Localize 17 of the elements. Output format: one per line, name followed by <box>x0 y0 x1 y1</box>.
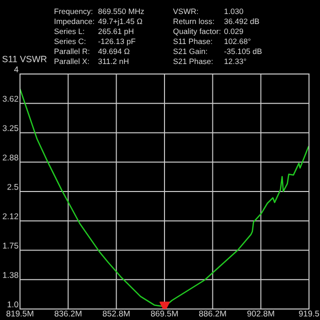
x-tick-label: 869.5M <box>150 310 178 317</box>
y-tick-label: 2.5 <box>7 184 18 190</box>
y-axis-title: S11 VSWR <box>2 56 47 62</box>
x-tick-label: 819.5M <box>6 310 34 317</box>
x-tick-label: 836.2M <box>54 310 82 317</box>
x-tick-label: 919.5 <box>298 310 320 317</box>
x-tick-label: 852.8M <box>102 310 130 317</box>
y-tick-label: 1.0 <box>8 301 18 308</box>
x-tick-label: 886.2M <box>199 310 226 317</box>
y-tick-label: 4 <box>14 66 18 72</box>
y-tick-label: 2.88 <box>2 154 18 160</box>
y-tick-label: 3.25 <box>2 125 18 132</box>
y-tick-label: 3.62 <box>2 96 18 102</box>
y-tick-label: 1.75 <box>3 242 18 249</box>
x-tick-label: 902.8M <box>247 310 274 317</box>
y-tick-label: 2.12 <box>2 213 18 220</box>
y-tick-label: 1.38 <box>3 272 18 278</box>
